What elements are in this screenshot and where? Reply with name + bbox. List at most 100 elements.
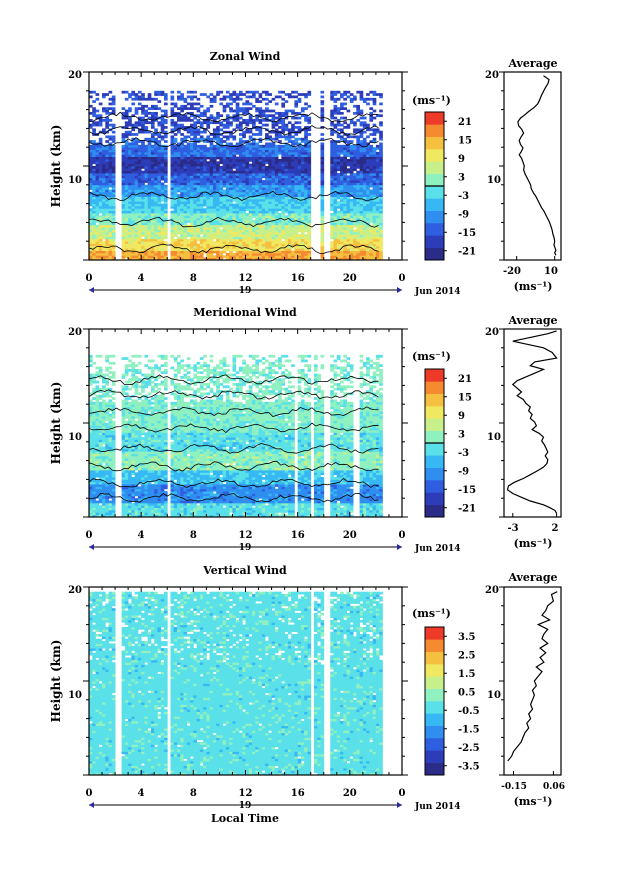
heatmap-cell [199, 203, 204, 207]
heatmap-cell [238, 163, 243, 167]
heatmap-cell [252, 177, 256, 181]
heatmap-cell [238, 93, 243, 96]
heatmap-cell [147, 224, 152, 228]
heatmap-cell [343, 238, 347, 242]
heatmap-cell [163, 133, 168, 136]
heatmap-cell [320, 227, 325, 230]
heatmap-cell [287, 180, 292, 183]
heatmap-cell [242, 102, 246, 106]
heatmap-cell [304, 227, 308, 230]
heatmap-cell [206, 187, 211, 190]
heatmap-cell [369, 194, 374, 197]
heatmap-cell [219, 142, 224, 146]
heatmap-cell [353, 104, 357, 108]
heatmap-cell [304, 133, 308, 136]
heatmap-cell [128, 255, 132, 259]
heatmap-cell [216, 166, 220, 169]
heatmap-cell [199, 166, 204, 169]
heatmap-cell [320, 109, 325, 113]
heatmap-cell [177, 170, 181, 174]
heatmap-cell [343, 196, 347, 200]
heatmap-cell [134, 93, 139, 96]
heatmap-cell [340, 95, 344, 99]
heatmap-cell [219, 154, 224, 157]
heatmap-cell [300, 191, 305, 195]
heatmap-cell [157, 191, 162, 195]
heatmap-cell [102, 180, 106, 183]
heatmap-cell [304, 116, 308, 120]
heatmap-cell [225, 201, 230, 204]
heatmap-cell [372, 229, 377, 233]
heatmap-cell [157, 133, 162, 136]
heatmap-cell [216, 229, 220, 233]
heatmap-cell [144, 217, 149, 221]
heatmap-cell [232, 128, 237, 132]
heatmap-cell [346, 245, 351, 249]
heatmap-cell [150, 210, 155, 214]
heatmap-cell [356, 205, 361, 209]
heatmap-cell [111, 227, 116, 230]
heatmap-cell [229, 191, 233, 195]
heatmap-cell [203, 243, 207, 247]
heatmap-cell [203, 130, 207, 134]
heatmap-cell [190, 229, 194, 233]
heatmap-cell [222, 156, 227, 160]
heatmap-cell [160, 123, 165, 127]
heatmap-cell [346, 149, 351, 153]
heatmap-cell [89, 163, 93, 167]
heatmap-cell [235, 114, 240, 118]
heatmap-cell [320, 234, 325, 237]
heatmap-cell [349, 170, 354, 174]
heatmap-cell [157, 107, 162, 110]
heatmap-cell [177, 175, 181, 179]
heatmap-cell [98, 245, 103, 249]
heatmap-cell [258, 100, 263, 103]
heatmap-cell [297, 149, 302, 153]
heatmap-cell [372, 215, 377, 219]
heatmap-cell [147, 93, 152, 96]
heatmap-cell [287, 196, 292, 200]
heatmap-cell [340, 241, 344, 244]
heatmap-cell [105, 156, 109, 160]
heatmap-cell [336, 90, 341, 94]
heatmap-cell [346, 170, 351, 174]
heatmap-cell [333, 173, 338, 176]
heatmap-cell [268, 187, 272, 190]
heatmap-cell [183, 213, 188, 216]
heatmap-cell [134, 231, 139, 235]
heatmap-cell [307, 170, 312, 174]
heatmap-cell [180, 161, 184, 165]
heatmap-cell [300, 203, 305, 207]
heatmap-cell [193, 168, 197, 172]
heatmap-cell [222, 250, 227, 254]
heatmap-cell [229, 220, 233, 223]
heatmap-cell [186, 215, 191, 219]
heatmap-cell [242, 227, 246, 230]
heatmap-cell [356, 147, 361, 150]
heatmap-cell [291, 255, 295, 259]
heatmap-cell [356, 201, 361, 204]
heatmap-cell [216, 236, 220, 240]
heatmap-cell [366, 231, 370, 235]
heatmap-cell [124, 250, 129, 254]
heatmap-cell [212, 205, 217, 209]
heatmap-cell [160, 215, 165, 219]
heatmap-cell [92, 170, 96, 174]
heatmap-cell [294, 161, 299, 165]
heatmap-cell [271, 180, 276, 183]
heatmap-cell [121, 229, 126, 233]
heatmap-cell [281, 208, 286, 212]
heatmap-cell [134, 140, 139, 143]
heatmap-cell [131, 201, 136, 204]
heatmap-cell [206, 189, 211, 193]
heatmap-cell [225, 135, 230, 139]
heatmap-cell [131, 144, 136, 148]
heatmap-cell [248, 241, 253, 244]
heatmap-cell [265, 142, 269, 146]
heatmap-cell [261, 222, 266, 226]
heatmap-cell [330, 229, 334, 233]
heatmap-cell [203, 93, 207, 96]
heatmap-cell [180, 210, 184, 214]
heatmap-cell [261, 147, 266, 150]
heatmap-cell [98, 156, 103, 160]
